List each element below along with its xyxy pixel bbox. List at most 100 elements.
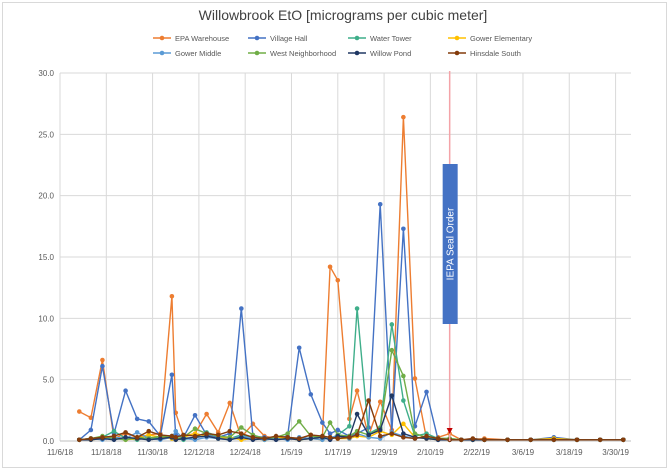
data-point bbox=[377, 201, 383, 207]
data-point bbox=[528, 437, 533, 443]
y-tick-label: 30.0 bbox=[38, 69, 54, 78]
x-tick-label: 12/12/18 bbox=[183, 448, 215, 457]
data-point bbox=[100, 435, 105, 440]
data-point bbox=[76, 409, 82, 414]
data-point bbox=[327, 435, 333, 440]
data-point bbox=[192, 426, 198, 432]
data-point bbox=[173, 435, 179, 440]
data-point bbox=[100, 363, 105, 369]
x-tick-label: 3/30/19 bbox=[602, 448, 629, 457]
data-point bbox=[204, 431, 209, 436]
data-point bbox=[412, 376, 418, 381]
seal-order-box bbox=[442, 164, 458, 324]
data-point bbox=[401, 421, 406, 427]
y-tick-label: 10.0 bbox=[38, 314, 54, 323]
chart-title: Willowbrook EtO [micrograms per cubic me… bbox=[199, 7, 488, 23]
data-point bbox=[335, 278, 341, 283]
data-point bbox=[424, 389, 429, 395]
legend-label: Hinsdale South bbox=[470, 49, 521, 58]
data-point bbox=[285, 431, 290, 436]
x-tick-label: 2/10/19 bbox=[417, 448, 444, 457]
data-point bbox=[401, 114, 406, 120]
data-point bbox=[327, 264, 333, 270]
x-axis: 11/6/18 11/18/18 11/30/18 12/12/18 12/24/18 1… bbox=[47, 440, 631, 457]
legend-label: West Neighborhood bbox=[270, 49, 336, 58]
data-point bbox=[76, 437, 82, 443]
y-tick-label: 5.0 bbox=[43, 376, 55, 385]
data-point bbox=[146, 437, 152, 443]
data-point bbox=[354, 411, 360, 417]
data-point bbox=[239, 425, 244, 430]
data-point bbox=[239, 431, 244, 436]
data-point bbox=[146, 432, 152, 438]
data-point bbox=[169, 372, 175, 378]
data-point bbox=[239, 435, 244, 440]
data-point bbox=[111, 428, 117, 434]
data-point bbox=[227, 437, 233, 443]
data-point bbox=[296, 345, 302, 351]
data-point bbox=[111, 437, 117, 443]
data-point bbox=[335, 436, 341, 441]
data-point bbox=[111, 433, 117, 439]
data-point bbox=[273, 433, 279, 439]
legend-label: Water Tower bbox=[370, 34, 412, 43]
data-point bbox=[401, 373, 406, 379]
data-point bbox=[308, 392, 314, 397]
legend-item: Water Tower bbox=[348, 34, 412, 43]
legend-item: Gower Middle bbox=[153, 49, 221, 58]
data-point bbox=[192, 412, 198, 418]
x-tick-label: 11/6/18 bbox=[47, 448, 74, 457]
data-point bbox=[389, 393, 395, 398]
legend-label: Willow Pond bbox=[370, 49, 411, 58]
y-tick-label: 0.0 bbox=[43, 437, 55, 446]
data-point bbox=[320, 420, 325, 425]
data-point bbox=[458, 437, 464, 443]
data-point bbox=[401, 431, 406, 436]
legend-swatch-marker bbox=[354, 50, 360, 56]
data-point bbox=[123, 388, 128, 394]
data-point bbox=[377, 399, 383, 405]
data-point bbox=[134, 416, 140, 422]
data-point bbox=[366, 432, 371, 438]
data-point bbox=[181, 436, 186, 441]
data-point bbox=[204, 411, 209, 417]
data-point bbox=[435, 436, 441, 441]
legend-item: Willow Pond bbox=[348, 49, 411, 58]
data-point bbox=[296, 419, 302, 424]
x-tick-label: 11/18/18 bbox=[91, 448, 122, 457]
x-tick-label: 1/5/19 bbox=[280, 448, 303, 457]
data-point bbox=[412, 431, 418, 436]
data-point bbox=[389, 322, 395, 327]
data-point bbox=[134, 435, 140, 440]
data-point bbox=[169, 433, 175, 439]
data-point bbox=[354, 306, 360, 311]
data-point bbox=[327, 420, 333, 425]
legend-item: Village Hall bbox=[248, 34, 308, 43]
data-point bbox=[424, 433, 429, 439]
legend-label: Gower Middle bbox=[175, 49, 221, 58]
data-point bbox=[574, 437, 580, 443]
data-point bbox=[551, 437, 557, 443]
x-tick-label: 11/30/18 bbox=[137, 448, 168, 457]
y-tick-label: 20.0 bbox=[38, 192, 54, 201]
data-point bbox=[354, 432, 360, 438]
data-point bbox=[169, 293, 175, 299]
data-point bbox=[482, 437, 487, 443]
data-point bbox=[88, 415, 94, 420]
x-tick-label: 3/6/19 bbox=[512, 448, 535, 457]
data-point bbox=[401, 435, 406, 440]
data-point bbox=[347, 423, 352, 429]
legend-item: Hinsdale South bbox=[448, 49, 521, 58]
data-point bbox=[470, 436, 476, 441]
legend-label: Village Hall bbox=[270, 34, 308, 43]
data-point bbox=[227, 400, 233, 406]
data-point bbox=[227, 428, 233, 434]
data-point bbox=[88, 427, 94, 433]
data-point bbox=[296, 436, 302, 441]
series-hinsdale-south bbox=[76, 398, 626, 443]
data-point bbox=[620, 437, 626, 443]
seal-order-label: IEPA Seal Order bbox=[446, 207, 457, 280]
legend-swatch-marker bbox=[454, 35, 460, 41]
x-tick-label: 1/17/19 bbox=[324, 448, 351, 457]
legend: EPA Warehouse Village Hall Water Tower Gowe… bbox=[153, 34, 532, 58]
